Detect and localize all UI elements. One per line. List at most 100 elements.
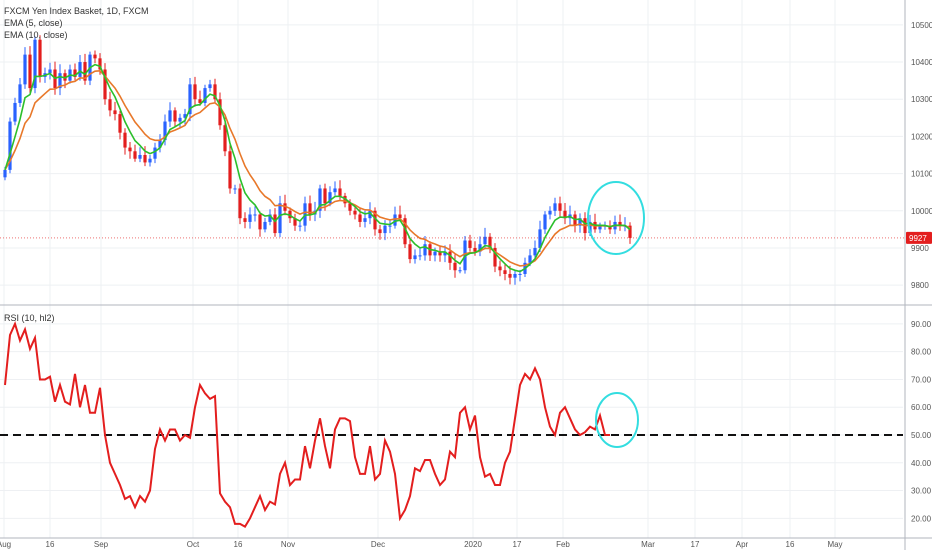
candle-body xyxy=(363,218,367,222)
time-tick-label: May xyxy=(827,540,842,549)
time-tick-label: 17 xyxy=(691,540,700,549)
candle-body xyxy=(48,69,52,74)
candle-body xyxy=(63,73,67,81)
ema5-line xyxy=(4,63,631,273)
candle-body xyxy=(518,273,522,275)
candle-body xyxy=(133,151,137,159)
candle-body xyxy=(143,155,147,163)
time-tick-label: 16 xyxy=(786,540,795,549)
last-price-badge xyxy=(906,231,932,244)
candle-body xyxy=(163,121,167,141)
price-tick-label: 10100 xyxy=(911,170,932,179)
chart-title[interactable]: FXCM Yen Index Basket, 1D, FXCM xyxy=(4,6,149,16)
rsi-tick-label: 70.00 xyxy=(911,375,932,384)
candle-body xyxy=(23,54,27,85)
time-tick-label: Aug xyxy=(0,540,11,549)
candle-body xyxy=(403,218,407,245)
candle-body xyxy=(123,132,127,148)
candle-body xyxy=(338,188,342,196)
candle-body xyxy=(193,84,197,100)
price-tick-label: 10400 xyxy=(911,58,932,67)
candle-body xyxy=(373,210,377,230)
candle-body xyxy=(188,84,192,115)
rsi-tick-label: 80.00 xyxy=(911,348,932,357)
candle-body xyxy=(333,188,337,193)
candle-body xyxy=(628,225,632,238)
candle-body xyxy=(183,114,187,118)
candle-body xyxy=(178,117,182,122)
ema5-legend[interactable]: EMA (5, close) xyxy=(4,18,63,28)
time-tick-label: Feb xyxy=(556,540,570,549)
candle-body xyxy=(548,210,552,215)
time-tick-label: Mar xyxy=(641,540,655,549)
candle-body xyxy=(248,214,252,222)
candle-body xyxy=(513,273,517,278)
candle-body xyxy=(318,188,322,211)
candle-body xyxy=(3,169,7,178)
candle-body xyxy=(263,221,267,230)
candle-body xyxy=(293,218,297,226)
ema10-legend[interactable]: EMA (10, close) xyxy=(4,30,68,40)
candle-body xyxy=(103,69,107,100)
candle-body xyxy=(488,236,492,248)
time-axis: Aug 16 Sep Oct 16 Nov Dec 2020 17 Feb Mar 17 Apr 16 Ma… xyxy=(0,540,843,549)
candle-body xyxy=(138,155,142,159)
time-tick-label: 16 xyxy=(46,540,55,549)
candle-body xyxy=(503,270,507,274)
rsi-axis: 20.00 30.00 40.00 50.00 60.00 70.00 80.00 90.00 xyxy=(911,320,932,523)
candle-body xyxy=(233,188,237,190)
candle-body xyxy=(618,221,622,226)
price-tick-label: 9900 xyxy=(911,244,929,253)
candle-body xyxy=(563,210,567,219)
time-tick-label: Dec xyxy=(371,540,385,549)
rsi-title[interactable]: RSI (10, hl2) xyxy=(4,313,55,323)
candle-body xyxy=(448,251,452,263)
candle-body xyxy=(443,251,447,256)
candle-body xyxy=(553,203,557,211)
candle-body xyxy=(203,88,207,103)
candle-body xyxy=(38,39,42,77)
candle-body xyxy=(153,147,157,159)
candle-body xyxy=(118,114,122,133)
candle-body xyxy=(328,192,332,204)
candle-body xyxy=(348,203,352,211)
candle-body xyxy=(598,225,602,230)
time-tick-label: 2020 xyxy=(464,540,482,549)
rsi-tick-label: 90.00 xyxy=(911,320,932,329)
candle-body xyxy=(358,214,362,222)
candle-body xyxy=(408,244,412,260)
candle-body xyxy=(8,121,12,170)
price-axis: 9800 9900 10000 10100 10200 10300 10400 10500 xyxy=(911,21,932,290)
candle-body xyxy=(58,73,62,89)
candle-body xyxy=(388,225,392,227)
rsi-legend: RSI (10, hl2) xyxy=(4,312,55,324)
candle-body xyxy=(298,225,302,227)
candle-body xyxy=(208,84,212,89)
candle-body xyxy=(168,110,172,122)
candle-body xyxy=(33,39,37,89)
candle-body xyxy=(468,240,472,248)
rsi-tick-label: 20.00 xyxy=(911,514,932,523)
candles xyxy=(3,35,632,285)
candle-body xyxy=(378,229,382,234)
candle-body xyxy=(28,54,32,89)
rsi-tick-label: 40.00 xyxy=(911,459,932,468)
grid xyxy=(0,0,903,538)
price-tick-label: 10500 xyxy=(911,21,932,30)
candle-body xyxy=(558,203,562,211)
candle-body xyxy=(128,147,132,152)
candle-body xyxy=(418,255,422,257)
rsi-tick-label: 50.00 xyxy=(911,431,932,440)
candle-body xyxy=(353,210,357,215)
candle-body xyxy=(218,99,222,126)
rsi-tick-label: 60.00 xyxy=(911,403,932,412)
candle-body xyxy=(273,214,277,234)
candle-body xyxy=(278,203,282,234)
rsi-line xyxy=(4,321,610,529)
candle-body xyxy=(113,110,117,115)
rsi-annotation-circle xyxy=(595,392,639,448)
candle-body xyxy=(198,99,202,103)
candle-body xyxy=(268,214,272,222)
time-tick-label: 16 xyxy=(234,540,243,549)
